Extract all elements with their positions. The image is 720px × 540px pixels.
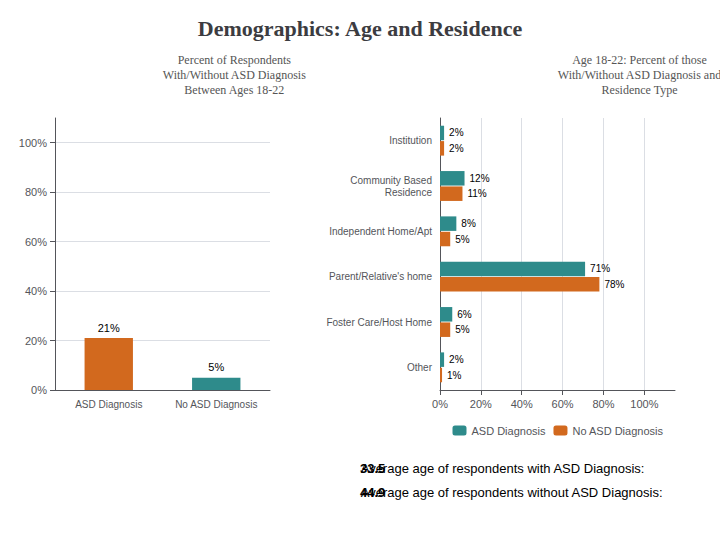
svg-text:Other: Other: [407, 362, 433, 373]
svg-text:Community Based: Community Based: [350, 175, 432, 186]
svg-text:Parent/Relative's home: Parent/Relative's home: [329, 271, 433, 282]
svg-text:Between Ages 18-22: Between Ages 18-22: [184, 83, 284, 97]
svg-text:60%: 60%: [25, 236, 47, 248]
svg-text:2%: 2%: [449, 143, 464, 154]
svg-text:20%: 20%: [470, 398, 492, 410]
svg-text:With/Without ASD Diagnosis: With/Without ASD Diagnosis: [163, 68, 306, 82]
svg-text:12%: 12%: [470, 173, 490, 184]
svg-text:40%: 40%: [511, 398, 533, 410]
svg-text:Residence Type: Residence Type: [602, 83, 678, 97]
svg-text:100%: 100%: [19, 137, 47, 149]
svg-text:20%: 20%: [25, 335, 47, 347]
svg-text:Independent Home/Apt: Independent Home/Apt: [329, 226, 432, 237]
svg-text:5%: 5%: [208, 361, 224, 373]
svg-text:No ASD Diagnosis: No ASD Diagnosis: [175, 399, 257, 410]
svg-text:11%: 11%: [467, 188, 486, 199]
svg-text:44.9: 44.9: [360, 485, 385, 500]
svg-text:40%: 40%: [25, 285, 47, 297]
svg-text:No ASD Diagnosis: No ASD Diagnosis: [572, 425, 663, 437]
svg-text:2%: 2%: [449, 127, 464, 138]
svg-text:Demographics: Age and Residenc: Demographics: Age and Residence: [198, 16, 523, 41]
svg-text:8%: 8%: [461, 218, 476, 229]
svg-text:80%: 80%: [25, 186, 47, 198]
svg-text:21%: 21%: [98, 322, 120, 334]
svg-text:6%: 6%: [457, 309, 472, 320]
svg-text:80%: 80%: [592, 398, 614, 410]
svg-text:5%: 5%: [455, 324, 470, 335]
svg-text:5%: 5%: [455, 234, 470, 245]
svg-text:ASD Diagnosis: ASD Diagnosis: [75, 399, 142, 410]
svg-text:Age 18-22: Percent of those: Age 18-22: Percent of those: [572, 53, 707, 67]
svg-text:Foster Care/Host Home: Foster Care/Host Home: [326, 317, 432, 328]
svg-text:ASD Diagnosis: ASD Diagnosis: [472, 425, 546, 437]
svg-text:Average age of respondents wit: Average age of respondents without ASD D…: [361, 485, 666, 500]
svg-text:Residence: Residence: [385, 187, 433, 198]
svg-text:Percent of Respondents: Percent of Respondents: [178, 53, 292, 67]
svg-text:60%: 60%: [552, 398, 574, 410]
svg-text:Average age of respondents wit: Average age of respondents with ASD Diag…: [361, 461, 648, 476]
svg-text:0%: 0%: [432, 398, 448, 410]
svg-text:With/Without ASD Diagnosis and: With/Without ASD Diagnosis and: [558, 68, 720, 82]
svg-text:33.5: 33.5: [360, 461, 385, 476]
svg-text:0%: 0%: [31, 384, 47, 396]
svg-text:100%: 100%: [630, 398, 658, 410]
svg-text:Institution: Institution: [389, 135, 432, 146]
svg-text:2%: 2%: [449, 354, 464, 365]
svg-text:78%: 78%: [604, 279, 624, 290]
svg-text:1%: 1%: [447, 370, 462, 381]
svg-text:71%: 71%: [590, 263, 610, 274]
